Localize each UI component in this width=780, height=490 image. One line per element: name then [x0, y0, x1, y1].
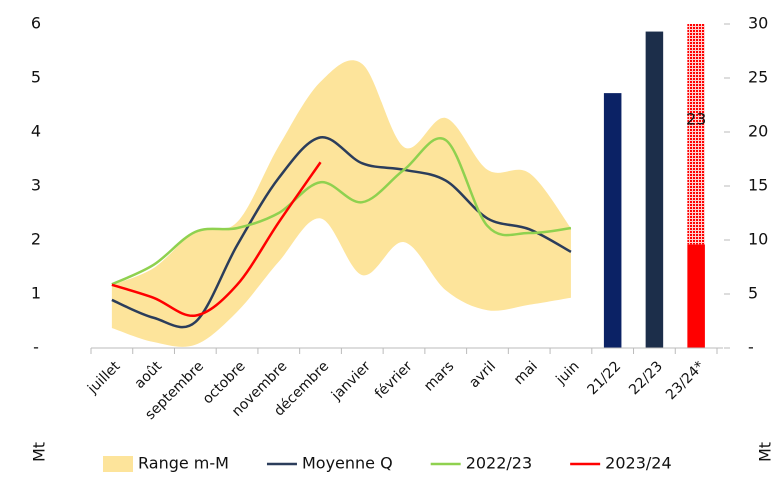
line-series — [111, 137, 572, 286]
legend-swatch — [103, 456, 133, 472]
x-tick-label: juillet — [84, 358, 124, 398]
y-tick-label: 6 — [31, 14, 41, 33]
range-area — [111, 60, 571, 347]
legend-label: Moyenne Q — [302, 454, 393, 473]
x-tick-label: mars — [421, 358, 457, 394]
legend-label: 2023/24 — [605, 454, 671, 473]
y-axis-label: Mt — [30, 442, 49, 462]
y-tick-label: 2 — [31, 230, 41, 249]
x-tick-label: août — [132, 358, 166, 392]
y2-tick-label: 20 — [748, 122, 768, 141]
y2-tick-label: 10 — [748, 230, 768, 249]
x-tick-label: juin — [553, 358, 583, 388]
x-tick-label: janvier — [328, 358, 374, 404]
y-tick-label: - — [33, 338, 39, 357]
x-tick-label: février — [372, 358, 416, 402]
y-tick-label: 3 — [31, 176, 41, 195]
line-series — [111, 161, 322, 317]
y2-tick-label: 5 — [748, 284, 758, 303]
y-tick-label: 1 — [31, 284, 41, 303]
y2-axis-label: Mt — [756, 442, 775, 462]
bar — [687, 244, 705, 348]
x-tick-label: 23/24* — [663, 358, 708, 403]
line-series — [111, 136, 572, 329]
x-tick-label: mai — [511, 358, 541, 388]
bar — [687, 24, 705, 245]
y2-tick-label: 25 — [748, 68, 768, 87]
y-tick-label: 5 — [31, 68, 41, 87]
y2-tick-label: 30 — [748, 14, 768, 33]
bar — [603, 93, 622, 349]
plot-area — [111, 24, 705, 349]
data-label: 23 — [686, 110, 706, 129]
bar — [645, 31, 664, 349]
legend-label: Range m-M — [138, 454, 229, 473]
y2-tick-label: - — [748, 338, 754, 357]
y2-tick-label: 15 — [748, 176, 768, 195]
x-tick-label: avril — [466, 358, 499, 391]
y-tick-label: 4 — [31, 122, 41, 141]
legend-label: 2022/23 — [466, 454, 532, 473]
x-tick-label: 22/23 — [626, 358, 666, 398]
x-tick-label: 21/22 — [584, 358, 624, 398]
